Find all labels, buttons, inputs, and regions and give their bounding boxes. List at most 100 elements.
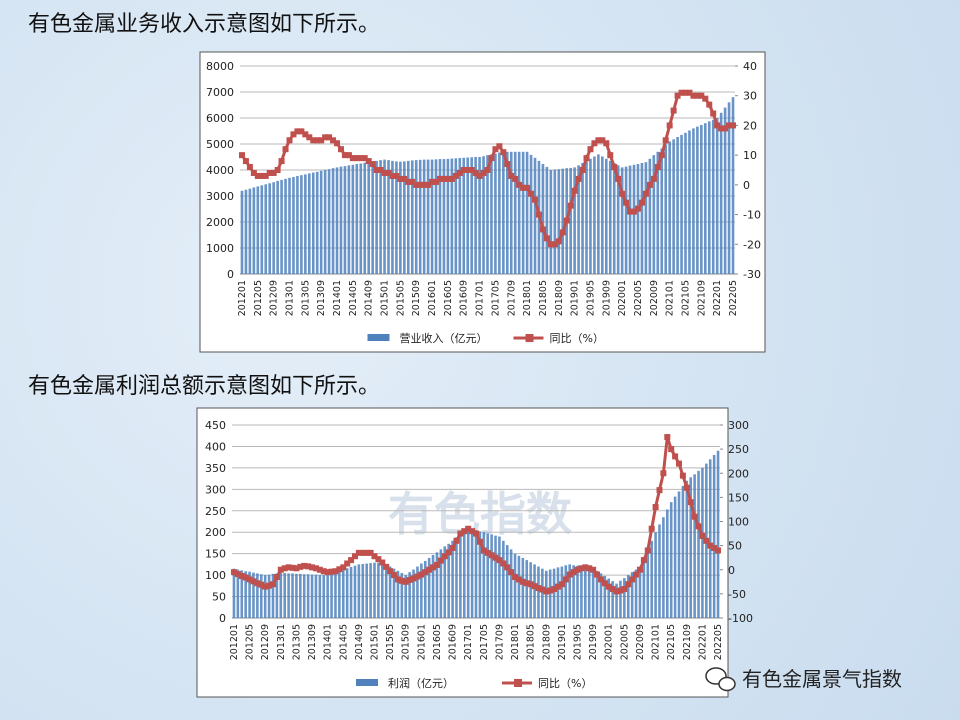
marker — [373, 167, 380, 173]
bar — [330, 573, 333, 618]
marker — [603, 140, 610, 147]
marker — [246, 164, 253, 171]
y-tick-label: 350 — [205, 462, 226, 475]
marker — [461, 528, 468, 535]
x-tick-label: 202105 — [681, 280, 692, 316]
bar — [375, 160, 378, 274]
y2-tick-label: 30 — [743, 90, 757, 103]
marker — [297, 563, 304, 570]
y2-tick-label: -20 — [743, 238, 761, 251]
x-tick-label: 201201 — [237, 280, 248, 316]
bar — [509, 151, 513, 274]
marker — [595, 137, 602, 144]
marker — [698, 92, 705, 99]
y-tick-label: 0 — [227, 268, 234, 281]
marker — [418, 571, 425, 578]
x-tick-label: 201705 — [479, 624, 490, 660]
bar — [240, 570, 244, 618]
y2-tick-label: -50 — [728, 588, 746, 601]
x-tick-label: 201601 — [427, 280, 438, 316]
marker — [594, 571, 601, 578]
bar — [560, 566, 564, 618]
bar — [693, 474, 696, 618]
bar — [676, 136, 679, 274]
marker — [402, 578, 409, 585]
marker — [258, 581, 265, 588]
bar — [537, 566, 540, 618]
marker — [634, 205, 641, 212]
marker — [587, 146, 594, 153]
marker — [524, 184, 531, 191]
y-tick-label: 4000 — [206, 164, 234, 177]
y-tick-label: 450 — [205, 419, 226, 432]
x-tick-label: 202009 — [649, 280, 660, 316]
marker — [286, 137, 293, 144]
marker — [682, 89, 689, 96]
marker — [345, 152, 352, 159]
marker — [559, 229, 566, 236]
bar — [502, 540, 505, 618]
x-tick-label: 202109 — [696, 280, 707, 316]
bar — [658, 524, 661, 618]
bar — [656, 151, 660, 274]
bar — [498, 152, 501, 274]
bar — [552, 568, 556, 618]
bar — [300, 175, 303, 274]
y-tick-label: 7000 — [206, 86, 234, 99]
x-tick-label: 201205 — [253, 280, 264, 316]
bar — [597, 154, 600, 274]
bar — [292, 177, 295, 274]
x-tick-label: 201601 — [416, 624, 427, 660]
bar — [295, 573, 298, 618]
marker — [512, 175, 519, 182]
bar — [642, 557, 646, 618]
bar — [343, 166, 347, 274]
marker — [405, 178, 412, 185]
bar — [640, 162, 644, 274]
x-tick-label: 201805 — [526, 624, 537, 660]
marker — [409, 178, 416, 185]
bar — [692, 128, 695, 274]
bar — [268, 183, 272, 274]
bar — [326, 575, 329, 618]
bar — [466, 157, 470, 274]
marker — [516, 181, 523, 188]
bar — [636, 164, 640, 274]
marker — [305, 563, 312, 570]
marker — [679, 472, 686, 479]
marker — [452, 172, 459, 179]
bar — [573, 167, 576, 274]
marker — [445, 549, 452, 556]
marker — [609, 586, 616, 593]
bar — [327, 169, 331, 274]
marker — [551, 586, 558, 593]
y2-tick-label: 250 — [728, 443, 749, 456]
marker — [429, 178, 436, 185]
bar — [373, 562, 376, 618]
legend-swatch — [356, 679, 378, 686]
bar — [490, 154, 493, 274]
bar — [252, 572, 255, 618]
bar — [719, 112, 723, 274]
bar — [248, 571, 251, 618]
marker — [570, 569, 577, 576]
bar — [384, 564, 388, 618]
bar — [388, 566, 392, 618]
marker — [353, 155, 360, 162]
marker — [469, 528, 476, 535]
marker — [579, 167, 586, 173]
marker — [389, 172, 396, 179]
marker — [309, 564, 316, 571]
x-tick-label: 201709 — [494, 624, 505, 660]
marker — [638, 199, 645, 206]
marker — [678, 89, 685, 96]
y2-tick-label: 40 — [743, 60, 757, 73]
marker — [652, 504, 659, 511]
marker — [496, 143, 503, 150]
x-tick-label: 202101 — [665, 280, 676, 316]
bar — [680, 134, 683, 274]
marker — [282, 146, 289, 153]
bar — [410, 160, 414, 274]
bar — [399, 161, 402, 274]
y2-tick-label: -10 — [743, 209, 761, 222]
